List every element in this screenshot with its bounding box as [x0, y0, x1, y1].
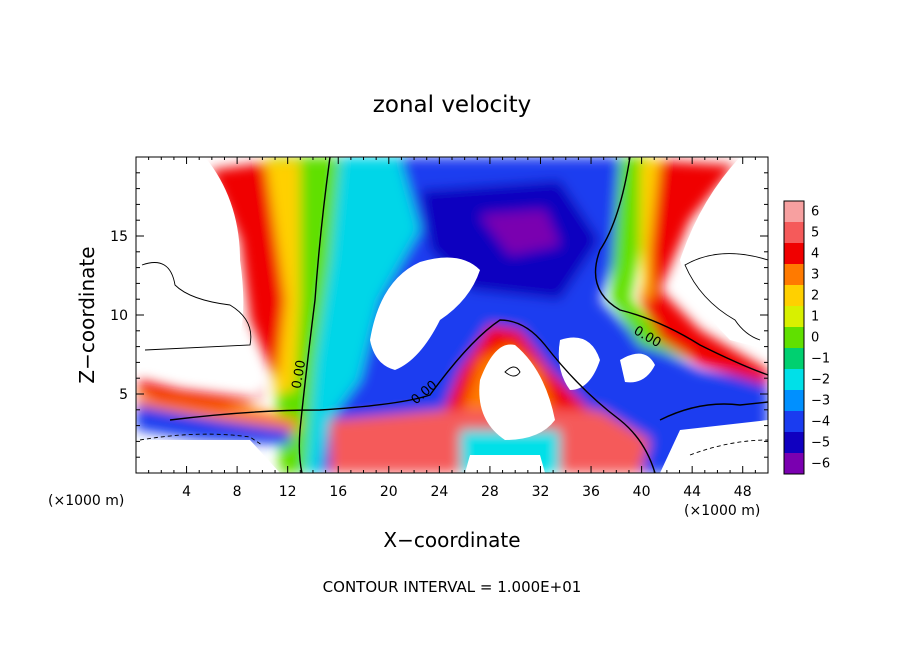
y-tick-label: 5 [119, 387, 128, 403]
colorbar-label: 1 [811, 310, 819, 325]
colorbar-label: −1 [811, 352, 830, 367]
colorbar-frame [783, 200, 805, 475]
positive-contour-right [684, 253, 768, 341]
colorbar-swatch [784, 348, 804, 370]
x-tick-label: 4 [182, 484, 191, 500]
negative-contour-bottom-right [689, 439, 768, 456]
contour-label: 0.00 [290, 359, 310, 390]
field-region-positive-left-outer [265, 160, 300, 395]
x-tick-label: 36 [582, 484, 600, 500]
y-tick-label: 15 [110, 229, 128, 245]
colorbar-label: 6 [811, 205, 819, 220]
colorbar-swatch [784, 432, 804, 454]
x-tick-label: 8 [233, 484, 242, 500]
colorbar-swatch [784, 201, 804, 223]
velocity-field: 0.000.000.00 [136, 157, 768, 473]
colorbar-label: −4 [811, 415, 830, 430]
y-tick-label: 10 [110, 308, 128, 324]
zero-contour-right [594, 157, 768, 376]
chart-title: zonal velocity [373, 92, 531, 118]
negative-contour-bottom-left [139, 433, 263, 446]
colorbar-label: 5 [811, 226, 819, 241]
colorbar: 6 5 4 3 2 1 0 −1 −2 −3 −4 −5 −6 [783, 200, 830, 475]
colorbar-swatch [784, 453, 804, 475]
contour-lines [139, 157, 768, 473]
colorbar-swatch [784, 222, 804, 244]
colorbar-label: −2 [811, 373, 830, 388]
positive-contour-left [141, 262, 252, 351]
x-unit-right: (×1000 m) [684, 503, 760, 519]
x-tick-label: 48 [734, 484, 752, 500]
colorbar-label: −5 [811, 436, 830, 451]
x-tick-label: 12 [279, 484, 297, 500]
x-tick-label: 32 [532, 484, 550, 500]
x-tick-label: 44 [683, 484, 701, 500]
colorbar-swatch [784, 327, 804, 349]
zero-contour-lower-right [659, 401, 768, 421]
colorbar-swatch [784, 306, 804, 328]
x-tick-label: 40 [633, 484, 651, 500]
colorbar-swatch [784, 285, 804, 307]
contour-interval-note: CONTOUR INTERVAL = 1.000E+01 [323, 578, 582, 596]
y-axis-label: Z−coordinate [75, 246, 99, 383]
colorbar-label: 4 [811, 247, 819, 262]
zero-contour-arch [169, 319, 656, 473]
colorbar-label: −3 [811, 394, 830, 409]
x-tick-label: 24 [430, 484, 448, 500]
x-axis-label: X−coordinate [383, 528, 520, 552]
colorbar-swatch [784, 390, 804, 412]
colorbar-swatch [784, 411, 804, 433]
colorbar-label: 2 [811, 289, 819, 304]
colorbar-label: 3 [811, 268, 819, 283]
field-region-positive-right-outer [640, 160, 660, 300]
x-unit-left: (×1000 m) [48, 493, 124, 509]
field-region-zero-right [610, 157, 700, 360]
colorbar-label: 0 [811, 331, 819, 346]
field-region-core-min [480, 210, 560, 255]
colorbar-swatch [784, 243, 804, 265]
x-tick-label: 28 [481, 484, 499, 500]
colorbar-label: −6 [811, 457, 830, 472]
colorbar-swatch [784, 264, 804, 286]
colorbar-swatch [784, 369, 804, 391]
field-region-lower-left-negative [136, 405, 290, 445]
zero-contour-left [298, 157, 331, 473]
x-tick-label: 20 [380, 484, 398, 500]
positive-contour-arch-inner [504, 366, 521, 377]
field-region-positive-left [136, 160, 290, 410]
x-tick-label: 16 [329, 484, 347, 500]
